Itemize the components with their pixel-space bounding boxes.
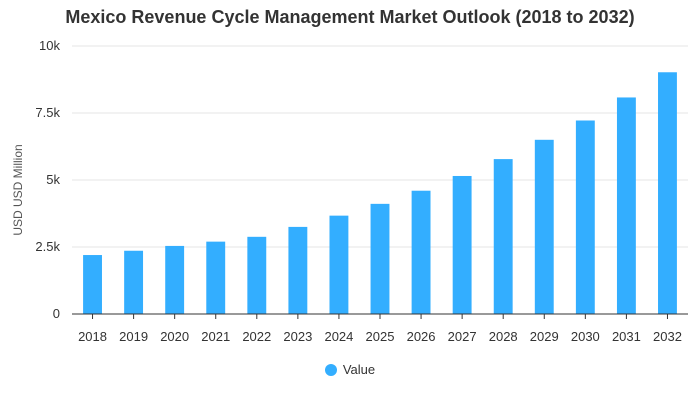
bar-2019[interactable] [124,250,144,314]
bar-2023[interactable] [288,226,308,314]
bar-2029[interactable] [534,139,554,314]
bar-2025[interactable] [370,203,390,314]
bar-2027[interactable] [452,175,472,314]
bar-2018[interactable] [83,255,102,314]
bar-2031[interactable] [616,97,636,315]
y-tick-label: 2.5k [35,239,60,254]
legend: Value [0,362,700,377]
bar-2028[interactable] [493,159,513,314]
x-tick-label: 2021 [201,329,230,344]
x-tick-label: 2032 [653,329,682,344]
y-tick-label: 10k [39,38,60,53]
x-tick-label: 2030 [571,329,600,344]
legend-marker [324,363,337,376]
bar-2021[interactable] [206,241,226,314]
x-axis: 2018 2019 2020 2021 2022 2023 2024 2025 2026 2027… [72,313,688,344]
chart-title: Mexico Revenue Cycle Management Market O… [65,7,635,27]
y-axis-title: USD USD Million [11,144,25,235]
x-tick-label: 2018 [78,329,107,344]
bar-2030[interactable] [575,120,595,314]
x-tick-label: 2026 [407,329,436,344]
y-tick-label: 5k [46,172,60,187]
x-tick-label: 2020 [160,329,189,344]
x-tick-label: 2022 [242,329,271,344]
legend-label: Value [342,362,376,377]
x-tick-label: 2029 [530,329,559,344]
x-tick-label: 2028 [489,329,518,344]
bar-2026[interactable] [411,190,431,314]
y-tick-label: 0 [53,306,60,321]
y-axis: 0 2.5k 5k 7.5k 10k [35,38,60,321]
bar-2020[interactable] [165,245,185,314]
y-tick-label: 7.5k [35,105,60,120]
bar-layer [83,72,677,315]
x-tick-label: 2025 [366,329,395,344]
x-tick-label: 2019 [119,329,148,344]
x-tick-label: 2031 [612,329,641,344]
bar-2032[interactable] [658,72,677,314]
x-tick-label: 2023 [283,329,312,344]
bar-2022[interactable] [247,236,267,314]
x-tick-label: 2027 [448,329,477,344]
x-tick-label: 2024 [324,329,353,344]
bar-2024[interactable] [329,215,349,314]
